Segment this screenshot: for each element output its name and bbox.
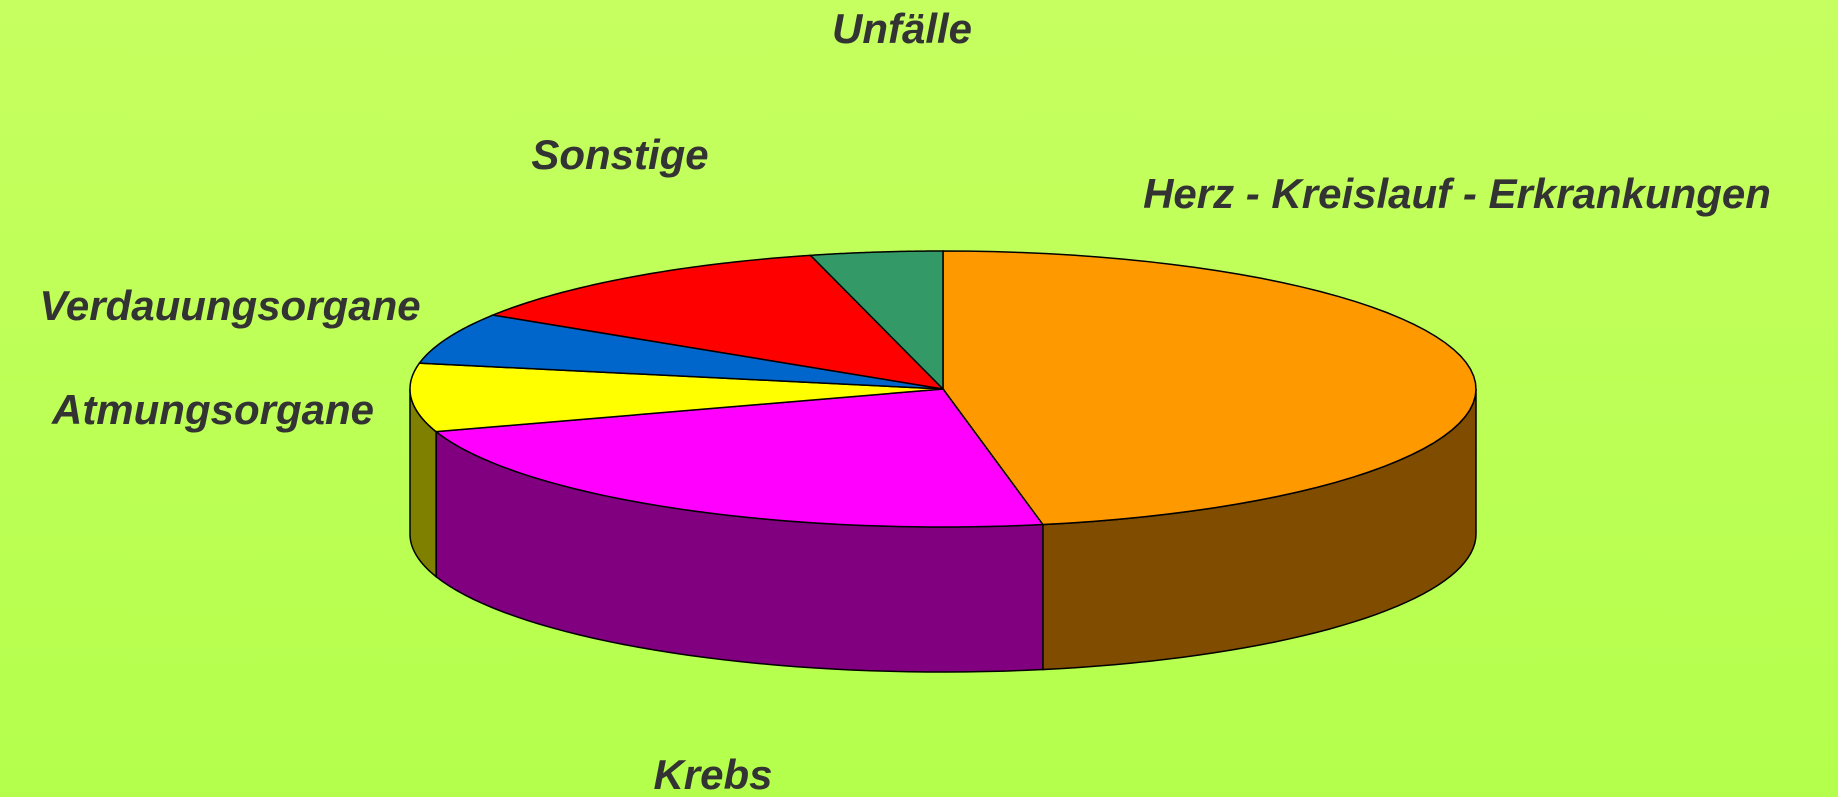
slice-label: Verdauungsorgane (39, 282, 420, 329)
slice-label: Sonstige (531, 131, 708, 178)
pie-slice (434, 388, 1045, 528)
slice-label: Herz - Kreislauf - Erkrankungen (1143, 170, 1771, 217)
pie-slice (490, 254, 946, 391)
slice-label: Atmungsorgane (51, 386, 374, 433)
slice-label: Krebs (653, 751, 772, 797)
pie-slice (808, 250, 944, 391)
pie-slice (942, 250, 1477, 526)
slice-label: Unfälle (832, 5, 972, 52)
pie-slice (409, 362, 944, 433)
pie-slice (417, 314, 944, 390)
